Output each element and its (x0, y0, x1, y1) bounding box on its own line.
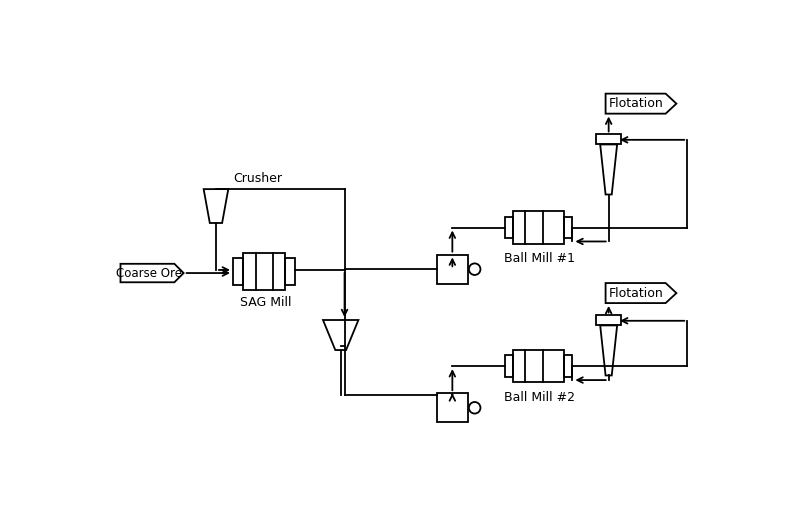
Bar (437, 393, 468, 422)
Text: Ball Mill #1: Ball Mill #1 (504, 252, 575, 265)
Bar (513, 350, 564, 382)
Bar (437, 254, 468, 284)
Bar (286, 259, 295, 285)
Bar (505, 217, 513, 238)
Text: SAG Mill: SAG Mill (240, 296, 292, 309)
Text: Coarse Ore: Coarse Ore (116, 267, 182, 279)
Bar (243, 253, 286, 290)
Bar (233, 259, 243, 285)
Text: Ball Mill #2: Ball Mill #2 (504, 391, 575, 404)
Bar (596, 135, 621, 145)
Text: Crusher: Crusher (233, 172, 282, 185)
Text: Flotation: Flotation (609, 97, 664, 110)
Text: Flotation: Flotation (609, 287, 664, 299)
Bar (596, 315, 621, 325)
Bar (564, 217, 573, 238)
Bar (513, 211, 564, 244)
Bar (564, 356, 573, 377)
Bar (505, 356, 513, 377)
